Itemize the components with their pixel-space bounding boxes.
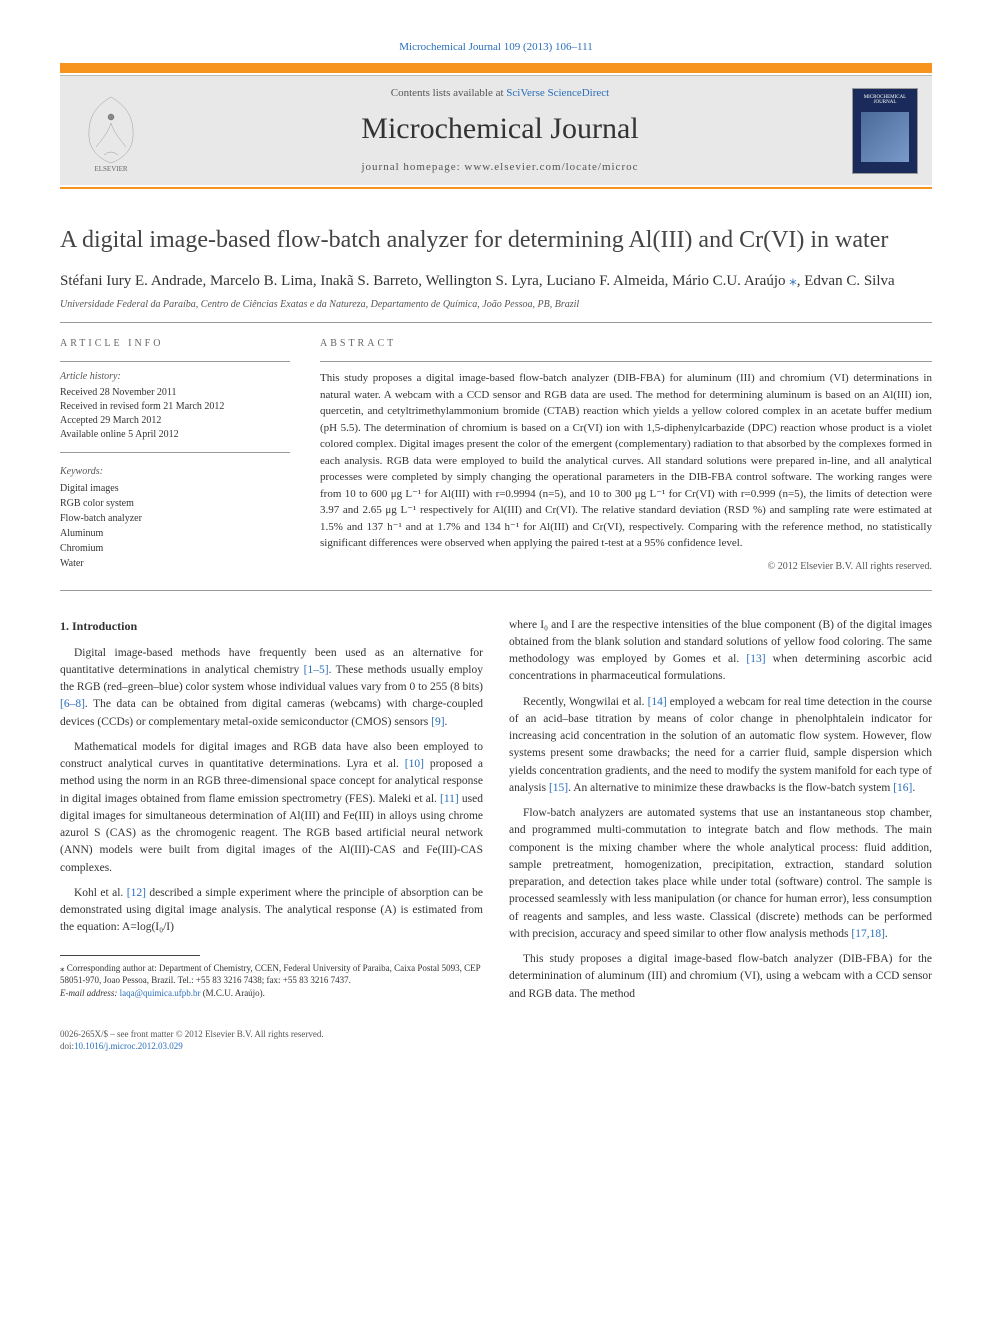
orange-bar-bottom <box>60 187 932 189</box>
divider-mid <box>60 590 932 591</box>
info-divider <box>60 361 290 362</box>
elsevier-logo: ELSEVIER <box>74 89 148 173</box>
keyword-3: Flow-batch analyzer <box>60 511 290 526</box>
journal-cover-image <box>861 112 909 162</box>
sciencedirect-link[interactable]: SciVerse ScienceDirect <box>506 87 609 99</box>
journal-homepage: journal homepage: www.elsevier.com/locat… <box>160 160 840 175</box>
authors: Stéfani Iury E. Andrade, Marcelo B. Lima… <box>60 271 932 292</box>
para-l1: Digital image-based methods have frequen… <box>60 645 483 731</box>
para-l3: Kohl et al. [12] described a simple expe… <box>60 885 483 937</box>
keyword-4: Aluminum <box>60 526 290 541</box>
history-label: Article history: <box>60 370 290 384</box>
keyword-1: Digital images <box>60 481 290 496</box>
history-received: Received 28 November 2011 <box>60 386 290 400</box>
bottom-meta: 0026-265X/$ – see front matter © 2012 El… <box>60 1029 932 1052</box>
journal-name: Microchemical Journal <box>160 108 840 150</box>
journal-cover-thumb: MICROCHEMICAL JOURNAL <box>852 88 918 174</box>
article-title: A digital image-based flow-batch analyze… <box>60 225 932 255</box>
ref-10[interactable]: [10] <box>405 758 424 770</box>
history-accepted: Accepted 29 March 2012 <box>60 414 290 428</box>
footnote-separator <box>60 955 200 956</box>
para-r4: This study proposes a digital image-base… <box>509 951 932 1003</box>
section-1-head: 1. Introduction <box>60 617 483 635</box>
email-footnote: E-mail address: laqa@quimica.ufpb.br (M.… <box>60 987 483 1000</box>
divider-top <box>60 322 932 323</box>
corresponding-author-mark: ⁎ <box>789 273 797 289</box>
doi-line: doi:10.1016/j.microc.2012.03.029 <box>60 1041 932 1053</box>
abstract-copyright: © 2012 Elsevier B.V. All rights reserved… <box>320 560 932 574</box>
history-revised: Received in revised form 21 March 2012 <box>60 400 290 414</box>
ref-11[interactable]: [11] <box>440 793 459 805</box>
keyword-2: RGB color system <box>60 496 290 511</box>
ref-13[interactable]: [13] <box>746 653 765 665</box>
para-r3: Flow-batch analyzers are automated syste… <box>509 805 932 943</box>
ref-6-8[interactable]: [6–8] <box>60 698 85 710</box>
journal-header: ELSEVIER Contents lists available at Sci… <box>60 75 932 185</box>
affiliation: Universidade Federal da Paraíba, Centro … <box>60 298 932 312</box>
body-col-right: where I₀ and I are the respective intens… <box>509 617 932 1011</box>
top-citation-link[interactable]: Microchemical Journal 109 (2013) 106–111 <box>399 41 592 53</box>
keyword-5: Chromium <box>60 541 290 556</box>
ref-16[interactable]: [16] <box>893 782 912 794</box>
doi-link[interactable]: 10.1016/j.microc.2012.03.029 <box>74 1041 183 1051</box>
ref-15[interactable]: [15] <box>549 782 568 794</box>
svg-text:ELSEVIER: ELSEVIER <box>94 165 127 173</box>
history-online: Available online 5 April 2012 <box>60 428 290 442</box>
article-info-head: ARTICLE INFO <box>60 337 290 351</box>
abstract-divider <box>320 361 932 362</box>
journal-cover-label: MICROCHEMICAL JOURNAL <box>853 95 917 106</box>
abstract-head: ABSTRACT <box>320 337 932 351</box>
abstract-text: This study proposes a digital image-base… <box>320 370 932 552</box>
orange-bar-top <box>60 63 932 73</box>
body-col-left: 1. Introduction Digital image-based meth… <box>60 617 483 1011</box>
email-link[interactable]: laqa@quimica.ufpb.br <box>120 988 201 998</box>
keyword-6: Water <box>60 556 290 571</box>
para-r1: where I₀ and I are the respective intens… <box>509 617 932 686</box>
front-matter-line: 0026-265X/$ – see front matter © 2012 El… <box>60 1029 932 1041</box>
top-citation: Microchemical Journal 109 (2013) 106–111 <box>60 40 932 55</box>
corresponding-footnote: ⁎ Corresponding author at: Department of… <box>60 962 483 987</box>
ref-9[interactable]: [9] <box>431 716 444 728</box>
ref-12[interactable]: [12] <box>127 887 146 899</box>
para-r2: Recently, Wongwilai et al. [14] employed… <box>509 694 932 798</box>
kw-divider <box>60 452 290 453</box>
contents-line: Contents lists available at SciVerse Sci… <box>160 86 840 101</box>
ref-1-5[interactable]: [1–5] <box>304 664 329 676</box>
keywords-label: Keywords: <box>60 465 290 479</box>
ref-14[interactable]: [14] <box>648 696 667 708</box>
ref-17-18[interactable]: [17,18] <box>851 928 885 940</box>
journal-homepage-url[interactable]: www.elsevier.com/locate/microc <box>464 161 638 173</box>
para-l2: Mathematical models for digital images a… <box>60 739 483 877</box>
